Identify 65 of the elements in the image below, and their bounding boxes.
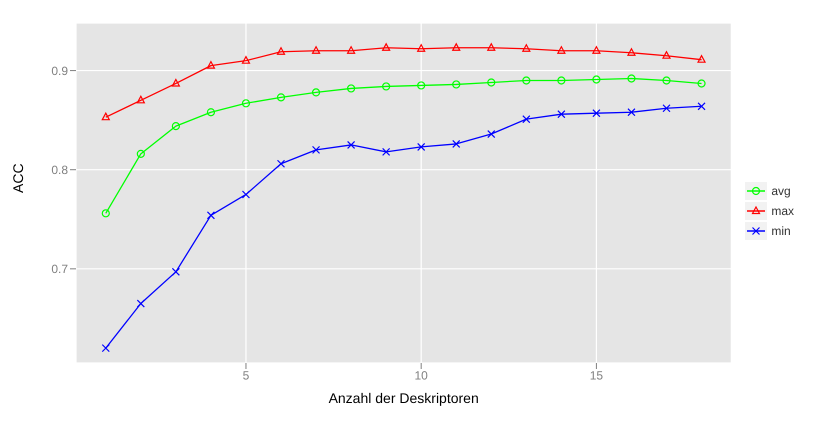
point	[136, 150, 145, 158]
y-tick-label: 0.8	[51, 162, 68, 177]
point	[592, 109, 601, 118]
point	[557, 110, 566, 118]
point	[276, 93, 286, 102]
point	[242, 99, 250, 108]
point	[172, 268, 180, 276]
point	[592, 75, 601, 84]
point	[136, 96, 145, 104]
point	[452, 43, 460, 51]
legend-label: avg	[771, 184, 791, 198]
x-axis-title: Anzahl der Deskriptoren	[328, 390, 479, 406]
x-tick-label: 10	[414, 368, 428, 383]
point	[627, 74, 636, 83]
point	[662, 51, 671, 59]
point	[206, 211, 216, 220]
point	[102, 112, 110, 120]
point	[242, 190, 250, 199]
point	[487, 43, 496, 51]
point	[522, 76, 530, 85]
point	[172, 78, 180, 87]
point	[417, 81, 426, 90]
point	[276, 160, 286, 168]
x-tick-label: 5	[242, 368, 250, 383]
y-tick-label: 0.9	[51, 64, 68, 78]
legend-label: min	[771, 224, 791, 238]
point	[697, 55, 706, 63]
legend-label: max	[771, 204, 794, 218]
point	[557, 46, 566, 54]
point	[417, 142, 426, 152]
point	[557, 76, 566, 85]
point	[522, 115, 530, 124]
point	[382, 148, 390, 156]
point	[592, 46, 601, 54]
point	[276, 47, 286, 55]
point	[347, 46, 356, 54]
point	[487, 130, 496, 138]
point	[102, 209, 110, 218]
point	[382, 82, 390, 91]
point	[172, 122, 180, 130]
point	[452, 80, 460, 89]
point	[697, 79, 706, 88]
point	[347, 140, 356, 150]
point	[242, 56, 250, 64]
y-axis-title: ACC	[10, 163, 26, 193]
point	[312, 88, 320, 96]
point	[382, 43, 390, 51]
point	[627, 48, 636, 56]
point	[662, 76, 671, 85]
point	[206, 61, 216, 69]
point	[627, 108, 636, 116]
point	[452, 140, 460, 148]
point	[206, 108, 216, 116]
point	[522, 44, 530, 52]
point	[662, 104, 671, 112]
point	[102, 344, 110, 352]
point	[697, 102, 706, 110]
point	[312, 146, 320, 154]
point	[487, 78, 496, 87]
point	[417, 44, 426, 52]
point	[347, 84, 356, 93]
point	[312, 46, 320, 54]
point	[136, 299, 145, 308]
x-tick-label: 15	[590, 368, 604, 383]
y-tick-label: 0.7	[51, 262, 68, 276]
